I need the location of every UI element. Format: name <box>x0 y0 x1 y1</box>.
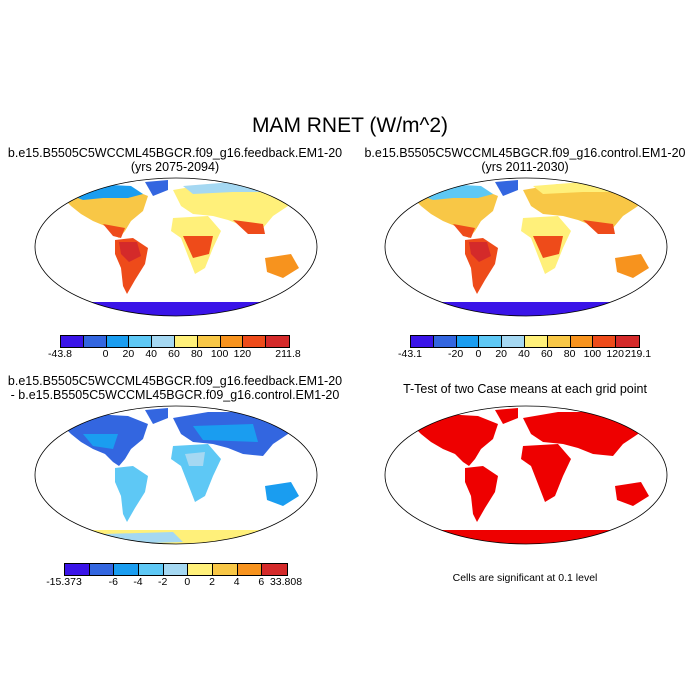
feedback-colorbar-cell <box>83 336 107 347</box>
difference-colorbar-cell <box>237 564 263 575</box>
difference-colorbar-cell <box>114 564 139 575</box>
control-map <box>384 177 668 317</box>
feedback-title-case: b.e15.B5505C5WCCML45BGCR.f09_g16.feedbac… <box>7 146 343 160</box>
control-colorbar-cell <box>570 336 594 347</box>
control-colorbar-label: 0 <box>475 348 482 360</box>
control-colorbar-label: 60 <box>540 348 553 360</box>
feedback-colorbar-label: 80 <box>190 348 203 360</box>
difference-colorbar-cell <box>65 564 90 575</box>
control-colorbar-cell <box>502 336 525 347</box>
control-colorbar-label: 80 <box>563 348 576 360</box>
feedback-colorbar-label: 60 <box>168 348 180 360</box>
feedback-colorbar-cell <box>129 336 153 347</box>
control-panel-title: b.e15.B5505C5WCCML45BGCR.f09_g16.control… <box>350 146 700 174</box>
difference-colorbar-label: 6 <box>258 576 265 588</box>
difference-colorbar-cell <box>138 564 164 575</box>
control-colorbar-cell <box>593 336 617 347</box>
difference-colorbar-labels: -15.373 -6 -4 -2 0 2 4 6 33.808 <box>46 576 302 590</box>
feedback-colorbar-cell <box>106 336 130 347</box>
difference-title-line2: - b.e15.B5505C5WCCML45BGCR.f09_g16.contr… <box>10 388 340 402</box>
feedback-colorbar-cell <box>61 336 84 347</box>
feedback-colorbar-label: 0 <box>102 348 109 360</box>
difference-title-line1: b.e15.B5505C5WCCML45BGCR.f09_g16.feedbac… <box>7 374 343 388</box>
feedback-map <box>34 177 318 317</box>
difference-colorbar-label: 0 <box>184 576 191 588</box>
difference-colorbar-label: -15.373 <box>46 576 82 588</box>
control-colorbar-label: 219.1 <box>624 348 652 360</box>
control-colorbar-label: 120 <box>606 348 624 360</box>
feedback-colorbar-cell <box>197 336 221 347</box>
difference-colorbar-label: -2 <box>157 576 168 588</box>
control-colorbar-cell <box>456 336 480 347</box>
control-colorbar-cell <box>411 336 434 347</box>
difference-colorbar-label: 2 <box>209 576 215 588</box>
feedback-colorbar-cell <box>152 336 175 347</box>
control-colorbar-label: 40 <box>518 348 530 360</box>
control-colorbar-cell <box>524 336 548 347</box>
control-colorbar-label: -43.1 <box>398 348 422 360</box>
feedback-colorbar-label: 100 <box>210 348 229 360</box>
control-colorbar-cell <box>547 336 571 347</box>
feedback-colorbar-label: 120 <box>233 348 252 360</box>
difference-colorbar-cell <box>89 564 115 575</box>
feedback-colorbar-label: 20 <box>122 348 135 360</box>
difference-colorbar-cell <box>212 564 238 575</box>
control-colorbar-label: 100 <box>583 348 602 360</box>
control-colorbar-cell <box>433 336 457 347</box>
difference-colorbar <box>64 563 288 576</box>
difference-panel-title: b.e15.B5505C5WCCML45BGCR.f09_g16.feedbac… <box>0 374 350 402</box>
difference-colorbar-cell <box>188 564 213 575</box>
difference-colorbar-label: 4 <box>233 576 240 588</box>
control-colorbar <box>410 335 640 348</box>
feedback-colorbar-cell <box>243 336 267 347</box>
ttest-map <box>384 405 668 545</box>
difference-colorbar-label: -6 <box>108 576 118 588</box>
control-colorbar-labels: -43.1 -20 0 20 40 60 80 100 120 219.1 <box>398 348 651 362</box>
feedback-colorbar-cell <box>266 336 289 347</box>
difference-colorbar-label: 33.808 <box>269 576 303 588</box>
feedback-colorbar-label: 40 <box>145 348 158 360</box>
feedback-colorbar-cell <box>174 336 198 347</box>
control-colorbar-label: -20 <box>448 348 464 360</box>
difference-colorbar-cell <box>262 564 287 575</box>
difference-map <box>34 405 318 545</box>
control-colorbar-label: 20 <box>495 348 508 360</box>
difference-colorbar-label: -4 <box>133 576 143 588</box>
difference-colorbar-cell <box>163 564 189 575</box>
ttest-note: Cells are significant at 0.1 level <box>452 572 598 584</box>
feedback-colorbar-cell <box>220 336 244 347</box>
feedback-title-years: (yrs 2075-2094) <box>130 160 220 174</box>
feedback-colorbar-labels: -43.8 0 20 40 60 80 100 120 211.8 <box>48 348 301 362</box>
control-title-years: (yrs 2011-2030) <box>481 160 569 174</box>
figure-title: MAM RNET (W/m^2) <box>251 114 449 137</box>
feedback-colorbar <box>60 335 290 348</box>
ttest-panel-title: T-Test of two Case means at each grid po… <box>403 382 647 396</box>
feedback-colorbar-label: -43.8 <box>48 348 72 360</box>
control-title-case: b.e15.B5505C5WCCML45BGCR.f09_g16.control… <box>364 146 686 160</box>
feedback-panel-title: b.e15.B5505C5WCCML45BGCR.f09_g16.feedbac… <box>0 146 350 174</box>
control-colorbar-cell <box>479 336 503 347</box>
feedback-colorbar-label: 211.8 <box>275 348 301 360</box>
control-colorbar-cell <box>616 336 639 347</box>
